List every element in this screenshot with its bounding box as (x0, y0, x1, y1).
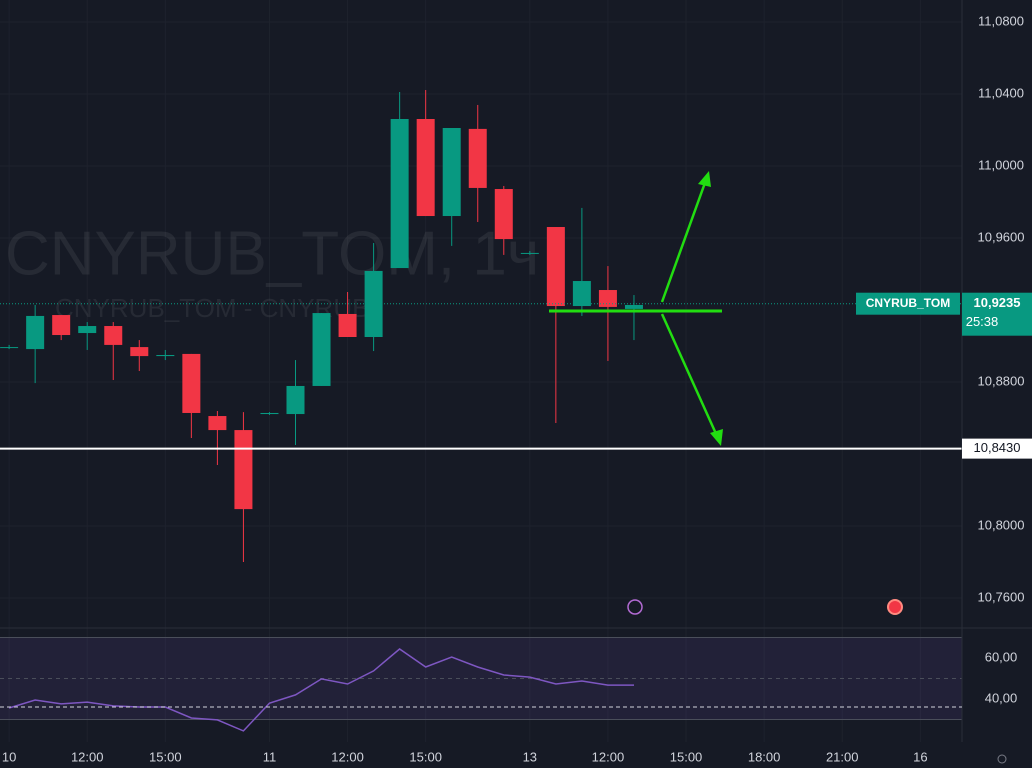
grid (0, 637, 962, 720)
x-tick-label: 11 (263, 749, 277, 764)
settings-icon[interactable] (997, 754, 1007, 764)
candle-body (364, 270, 383, 338)
y-tick-label: 11,0800 (978, 13, 1024, 28)
candle-body (572, 281, 591, 307)
candle-body (286, 385, 305, 415)
price-level-label: 10,8430 (974, 440, 1021, 455)
candle-body (390, 118, 409, 269)
candle-body (52, 315, 71, 336)
arrow-head (710, 429, 723, 446)
x-tick-label: 15:00 (670, 749, 703, 764)
candle-body (468, 128, 487, 188)
candle-body (520, 252, 539, 254)
candle-body (234, 430, 253, 510)
x-tick-label: 12:00 (71, 749, 104, 764)
x-tick-label: 12:00 (592, 749, 625, 764)
candle-body (260, 412, 279, 415)
candle-body (0, 347, 19, 349)
candle-body (208, 416, 227, 431)
countdown: 25:38 (966, 314, 999, 329)
x-tick-label: 12:00 (331, 749, 364, 764)
y-tick-label: 10,7600 (978, 589, 1025, 604)
candle-body (312, 313, 331, 386)
x-tick-label: 13 (523, 749, 537, 764)
x-tick-label: 21:00 (826, 749, 859, 764)
candle-body (442, 127, 461, 217)
watermark: CNYRUB_TOM, 1ч (5, 219, 539, 288)
x-tick-label: 15:00 (409, 749, 442, 764)
candle-body (624, 304, 643, 309)
rsi-tick-label: 40,00 (985, 690, 1018, 705)
x-tick-label: 16 (913, 749, 927, 764)
x-tick-label: 18:00 (748, 749, 781, 764)
candle-body (494, 189, 513, 240)
rsi-tick-label: 60,00 (985, 649, 1018, 664)
candle-body (156, 355, 175, 357)
candle-body (598, 290, 617, 307)
arrow-head (698, 171, 711, 187)
candle-body (78, 326, 97, 334)
drawn-arrow (660, 179, 708, 303)
candle-body (130, 347, 149, 357)
price-level-tag (962, 438, 1032, 459)
last-price-tag (962, 292, 1032, 336)
event-icon[interactable] (887, 599, 903, 615)
candle-body (338, 313, 357, 338)
y-tick-label: 11,0000 (978, 157, 1024, 172)
symbol-tag (856, 292, 960, 315)
rsi-line (8, 648, 634, 732)
y-tick-label: 10,8000 (978, 517, 1025, 532)
symbol-label: CNYRUB_TOM (866, 296, 950, 310)
candle-body (104, 326, 123, 345)
x-tick-label: 10 (2, 749, 16, 764)
candle-body (26, 315, 45, 350)
drawn-arrow (660, 313, 719, 437)
last-price-label: 10,9235 (974, 295, 1021, 310)
plot (0, 90, 962, 732)
y-tick-label: 10,8800 (978, 373, 1025, 388)
candle-body (546, 227, 565, 307)
candle-body (182, 353, 201, 413)
y-tick-label: 10,9600 (978, 229, 1025, 244)
x-tick-label: 15:00 (149, 749, 182, 764)
candle-body (416, 118, 435, 217)
y-tick-label: 11,0400 (978, 85, 1024, 100)
event-icon[interactable] (627, 599, 643, 615)
